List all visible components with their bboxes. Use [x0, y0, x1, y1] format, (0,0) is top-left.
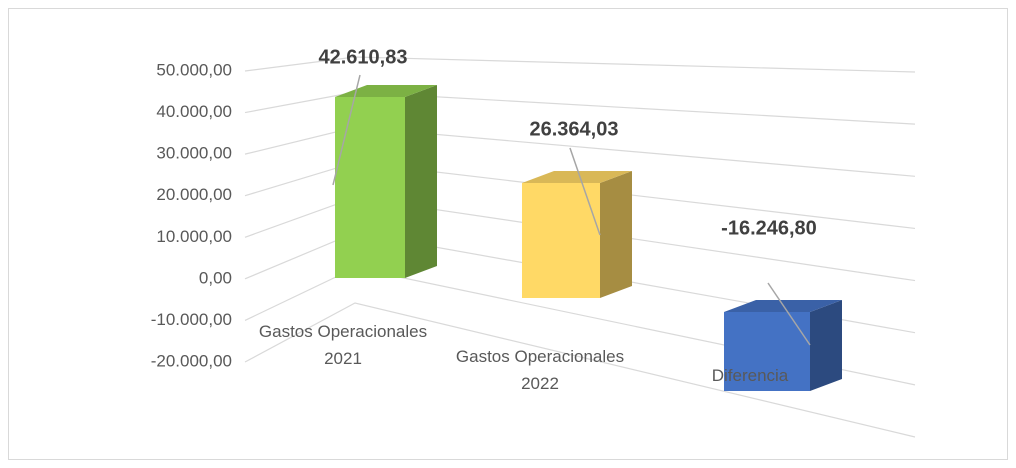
y-tick-label: 50.000,00: [156, 60, 232, 79]
y-tick-label: 20.000,00: [156, 185, 232, 204]
bar-side: [405, 84, 437, 278]
bar-side: [600, 170, 632, 298]
data-label: 42.610,83: [319, 46, 408, 68]
bar-side: [810, 300, 842, 391]
data-label: 26.364,03: [530, 118, 619, 140]
bar: [522, 182, 600, 298]
leader-line: [767, 282, 811, 346]
chart-border: [8, 8, 1008, 460]
x-tick-label: Gastos Operacionales 2022: [455, 347, 625, 393]
bar-top: [522, 170, 632, 183]
y-tick-label: 40.000,00: [156, 102, 232, 121]
y-tick-label: 10.000,00: [156, 227, 232, 246]
y-tick-label: -10.000,00: [151, 310, 232, 329]
y-tick-label: 30.000,00: [156, 144, 232, 163]
x-tick-label: Diferencia: [711, 366, 789, 385]
bar-top: [335, 84, 437, 97]
leader-line: [569, 147, 601, 236]
y-tick-label: 0,00: [199, 268, 232, 287]
y-tick-label: -20.000,00: [151, 351, 232, 370]
bar: [335, 96, 405, 278]
data-label: -16.246,80: [721, 217, 817, 239]
leader-line: [332, 74, 361, 186]
grid-line: [244, 302, 916, 438]
grid-line: [244, 56, 916, 73]
x-tick-label: Gastos Operacionales 2021: [258, 322, 428, 368]
